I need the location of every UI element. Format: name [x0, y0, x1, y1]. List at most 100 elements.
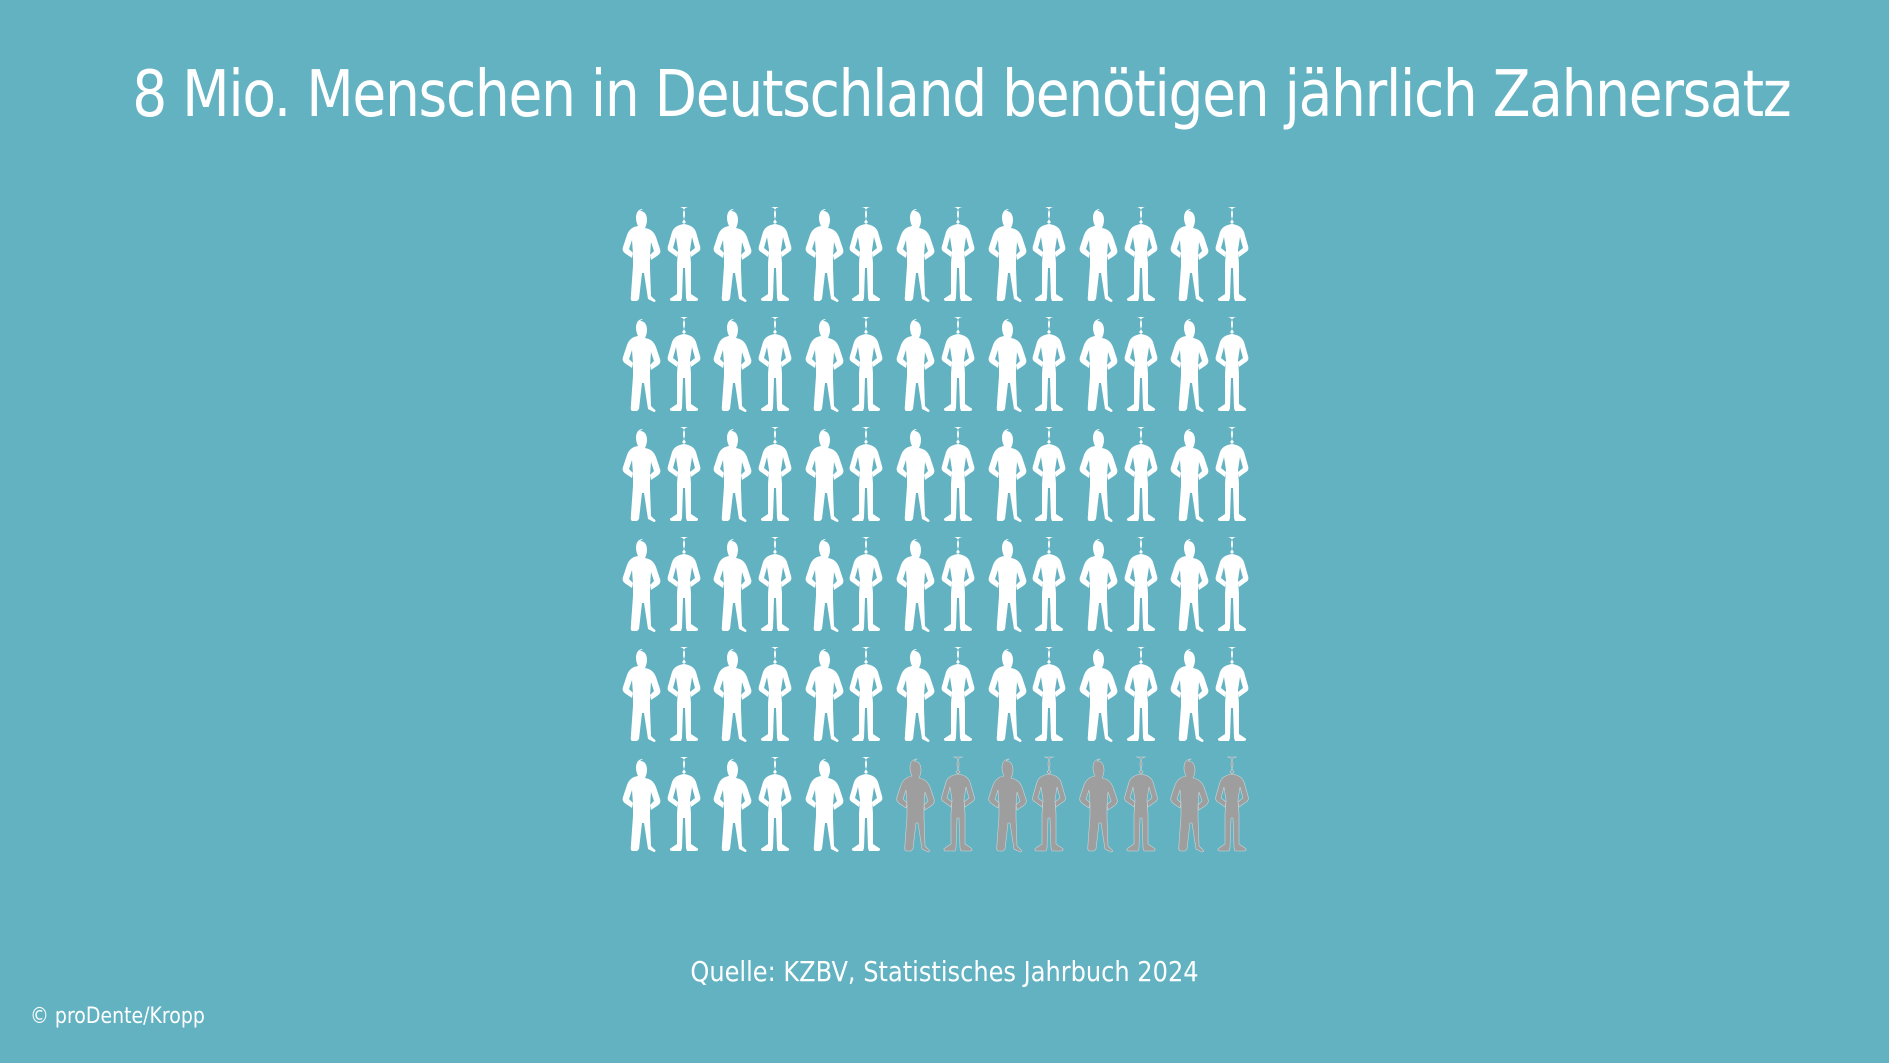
female-silhouette-icon — [1171, 209, 1209, 302]
person-icon-highlight — [894, 422, 940, 532]
person-icon-highlight — [849, 752, 895, 862]
male-silhouette-icon — [850, 537, 883, 631]
male-silhouette-icon — [758, 207, 792, 301]
female-silhouette-icon — [713, 649, 752, 742]
person-icon-highlight — [666, 312, 712, 422]
person-icon-highlight — [986, 422, 1032, 532]
person-icon-highlight — [1077, 422, 1123, 532]
person-icon-highlight — [894, 642, 940, 752]
person-icon-highlight — [849, 532, 895, 642]
male-silhouette-icon — [667, 207, 700, 301]
person-icon-highlight — [849, 422, 895, 532]
female-silhouette-icon — [896, 539, 935, 632]
male-silhouette-icon — [850, 207, 883, 301]
male-silhouette-icon — [758, 317, 792, 411]
person-icon-highlight — [1169, 642, 1215, 752]
male-silhouette-icon — [1215, 207, 1249, 301]
female-silhouette-icon — [805, 649, 844, 742]
female-silhouette-icon — [713, 319, 752, 412]
person-icon-highlight — [894, 532, 940, 642]
person-icon-highlight — [1214, 642, 1260, 752]
person-icon-highlight — [849, 642, 895, 752]
male-silhouette-icon — [941, 537, 975, 631]
female-silhouette-icon — [622, 539, 661, 632]
person-icon-highlight — [1031, 312, 1077, 422]
female-silhouette-icon — [896, 649, 935, 742]
person-icon-highlight — [666, 202, 712, 312]
male-silhouette-icon — [941, 317, 975, 411]
person-icon-highlight — [803, 642, 849, 752]
male-silhouette-icon — [1215, 647, 1249, 741]
female-silhouette-icon — [988, 649, 1026, 742]
male-silhouette-icon — [850, 757, 883, 851]
person-icon-highlight — [803, 312, 849, 422]
person-icon-highlight — [757, 752, 803, 862]
person-icon-other — [1123, 752, 1169, 862]
person-icon-highlight — [940, 642, 986, 752]
person-icon-highlight — [849, 202, 895, 312]
male-silhouette-icon — [758, 537, 792, 631]
male-silhouette-icon — [667, 427, 700, 521]
person-icon-highlight — [940, 532, 986, 642]
male-silhouette-icon — [1124, 317, 1158, 411]
female-silhouette-icon — [805, 209, 844, 302]
person-icon-highlight — [1169, 422, 1215, 532]
person-icon-other — [1031, 752, 1077, 862]
male-silhouette-icon — [1032, 537, 1066, 631]
male-silhouette-icon — [1032, 317, 1066, 411]
person-icon-highlight — [711, 532, 757, 642]
person-icon-highlight — [1077, 532, 1123, 642]
male-silhouette-icon — [1124, 427, 1158, 521]
female-silhouette-icon — [622, 319, 661, 412]
person-icon-highlight — [894, 312, 940, 422]
male-silhouette-icon — [1124, 207, 1158, 301]
female-silhouette-icon — [1170, 758, 1210, 853]
female-silhouette-icon — [713, 429, 752, 522]
person-icon-highlight — [620, 642, 666, 752]
person-icon-highlight — [1123, 422, 1169, 532]
male-silhouette-icon — [758, 647, 792, 741]
male-silhouette-icon — [1124, 756, 1158, 852]
female-silhouette-icon — [1079, 649, 1118, 742]
male-silhouette-icon — [667, 317, 700, 411]
female-silhouette-icon — [896, 429, 935, 522]
person-icon-highlight — [803, 532, 849, 642]
person-icon-highlight — [1077, 642, 1123, 752]
male-silhouette-icon — [1215, 427, 1249, 521]
person-icon-highlight — [666, 752, 712, 862]
person-icon-highlight — [1123, 642, 1169, 752]
female-silhouette-icon — [1171, 539, 1209, 632]
person-icon-highlight — [1214, 202, 1260, 312]
person-icon-other — [986, 752, 1032, 862]
person-icon-highlight — [711, 312, 757, 422]
person-icon-highlight — [1123, 202, 1169, 312]
female-silhouette-icon — [622, 759, 661, 852]
female-silhouette-icon — [805, 539, 844, 632]
male-silhouette-icon — [850, 317, 883, 411]
person-icon-highlight — [1214, 312, 1260, 422]
female-silhouette-icon — [1079, 758, 1118, 853]
person-icon-highlight — [1031, 202, 1077, 312]
person-icon-highlight — [849, 312, 895, 422]
male-silhouette-icon — [850, 427, 883, 521]
female-silhouette-icon — [622, 209, 661, 302]
person-icon-highlight — [666, 532, 712, 642]
male-silhouette-icon — [941, 427, 975, 521]
person-icon-highlight — [986, 532, 1032, 642]
female-silhouette-icon — [805, 319, 844, 412]
page-title: 8 Mio. Menschen in Deutschland benötigen… — [132, 58, 1791, 132]
source-note: Quelle: KZBV, Statistisches Jahrbuch 202… — [690, 955, 1199, 988]
male-silhouette-icon — [758, 757, 792, 851]
person-icon-highlight — [620, 752, 666, 862]
person-icon-highlight — [711, 752, 757, 862]
female-silhouette-icon — [988, 319, 1026, 412]
person-icon-highlight — [711, 202, 757, 312]
person-icon-highlight — [666, 642, 712, 752]
person-icon-highlight — [666, 422, 712, 532]
female-silhouette-icon — [896, 758, 935, 853]
person-icon-highlight — [1031, 642, 1077, 752]
person-icon-highlight — [620, 312, 666, 422]
male-silhouette-icon — [1124, 647, 1158, 741]
person-icon-highlight — [986, 202, 1032, 312]
person-icon-highlight — [803, 422, 849, 532]
